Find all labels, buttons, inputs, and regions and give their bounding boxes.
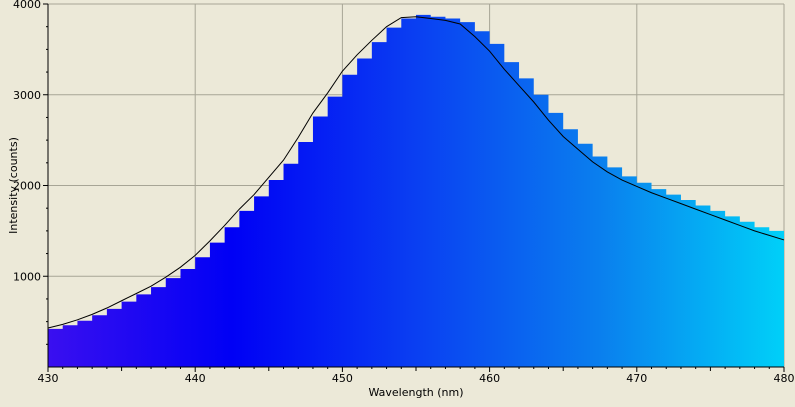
x-tick-label: 450 xyxy=(332,372,353,385)
y-tick-label: 1000 xyxy=(13,270,41,283)
x-tick-label: 460 xyxy=(479,372,500,385)
axes: 430 440 450 460 470 480 1000 2000 3000 4000 xyxy=(13,0,795,385)
y-tick-label: 4000 xyxy=(13,0,41,11)
y-tick-label: 2000 xyxy=(13,180,41,193)
x-tick-label: 480 xyxy=(774,372,795,385)
x-tick-label: 470 xyxy=(626,372,647,385)
spectrum-fill xyxy=(48,14,784,367)
spectrum-line xyxy=(47,16,785,329)
x-tick-label: 430 xyxy=(38,372,59,385)
x-tick-label: 440 xyxy=(185,372,206,385)
y-axis-title: Intensity (counts) xyxy=(7,137,20,234)
y-tick-label: 3000 xyxy=(13,89,41,102)
spectrum-area xyxy=(48,14,784,367)
measurement-line xyxy=(47,16,785,329)
x-axis-title: Wavelength (nm) xyxy=(368,386,463,399)
